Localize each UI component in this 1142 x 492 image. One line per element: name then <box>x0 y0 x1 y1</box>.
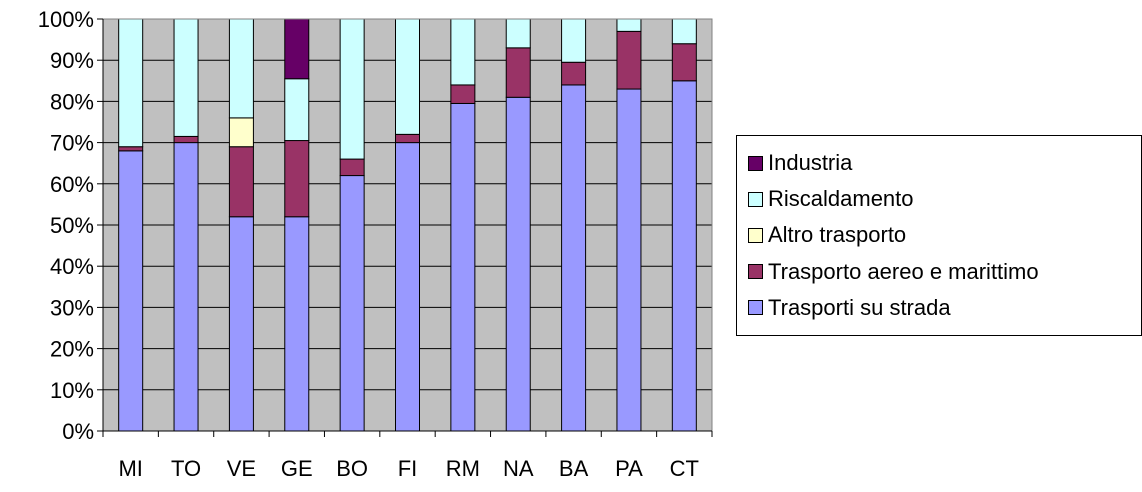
legend-label: Altro trasporto <box>768 222 907 248</box>
bar-segment <box>173 142 199 432</box>
plot-area <box>102 18 713 432</box>
bar-segment <box>616 18 642 32</box>
bar-segment <box>173 18 199 137</box>
chart-legend: Industria Riscaldamento Altro trasporto Tra… <box>736 135 1142 336</box>
x-tick-label: CT <box>670 456 699 481</box>
bar-segment <box>284 18 310 80</box>
bar-segment <box>395 18 420 135</box>
x-tick-label: MI <box>118 456 142 481</box>
x-tick-label: NA <box>503 456 534 481</box>
x-tick-label: GE <box>281 456 313 481</box>
x-tick-label: TO <box>171 456 201 481</box>
legend-item: Riscaldamento <box>737 181 1141 217</box>
legend-label: Trasporto aereo e marittimo <box>768 258 1039 284</box>
legend-swatch <box>748 191 763 207</box>
legend-item: Altro trasporto <box>737 217 1141 253</box>
legend-label: Industria <box>768 150 853 176</box>
bar-segment <box>173 135 199 144</box>
bar-segment <box>450 18 476 86</box>
y-tick-label: 40% <box>50 254 94 279</box>
bar-segment <box>561 61 587 86</box>
bar-segment <box>284 140 310 218</box>
bar-segment <box>284 216 310 432</box>
x-tick-label: BA <box>559 456 589 481</box>
bar-segment <box>228 146 254 218</box>
bar-segment <box>118 150 144 432</box>
legend-label: Trasporti su strada <box>768 294 951 320</box>
bar-segment <box>505 18 531 49</box>
bar-segment <box>450 102 476 432</box>
y-tick-label: 10% <box>50 378 94 403</box>
y-tick-label: 60% <box>50 172 94 197</box>
x-tick-label: PA <box>615 456 643 481</box>
bar-segment <box>118 18 144 148</box>
bar-segment <box>395 133 420 144</box>
legend-item: Trasporto aereo e marittimo <box>737 254 1141 290</box>
legend-swatch <box>748 300 763 316</box>
y-tick-label: 50% <box>50 213 94 238</box>
y-tick-label: 20% <box>50 337 94 362</box>
x-axis-tick-labels: MI TO VE GE BO FI RM NA BA PA CT <box>102 431 713 481</box>
x-tick-label: FI <box>398 456 418 481</box>
bar-segment <box>671 43 697 82</box>
bar-segment <box>228 117 254 148</box>
bar-segment <box>228 216 254 432</box>
bar-segment <box>616 30 642 90</box>
y-axis-tick-labels: 0% 10% 20% 30% 40% 50% 60% 70% 80% 90% 100% <box>38 7 103 444</box>
bar-segment <box>339 158 365 177</box>
x-tick-label: VE <box>227 456 256 481</box>
bar-segment <box>671 18 697 45</box>
y-tick-label: 80% <box>50 89 94 114</box>
legend-label: Riscaldamento <box>768 186 914 212</box>
legend-swatch <box>748 264 763 280</box>
x-tick-label: RM <box>446 456 480 481</box>
bar-segment <box>505 47 531 98</box>
bar-segment <box>616 88 642 432</box>
y-tick-label: 0% <box>62 419 94 444</box>
y-tick-label: 90% <box>50 48 94 73</box>
x-tick-label: BO <box>336 456 368 481</box>
bar-segment <box>118 146 144 152</box>
y-tick-label: 100% <box>38 7 94 32</box>
y-tick-label: 30% <box>50 295 94 320</box>
bar-segment <box>671 80 697 432</box>
bar-segment <box>395 142 420 432</box>
legend-swatch <box>748 227 763 243</box>
bar-segment <box>228 18 254 119</box>
legend-item: Industria <box>737 145 1141 181</box>
bar-segment <box>450 84 476 104</box>
bar-segment <box>505 96 531 432</box>
bar-segment <box>284 78 310 142</box>
legend-swatch <box>748 155 763 171</box>
y-tick-label: 70% <box>50 131 94 156</box>
bar-segment <box>339 18 365 160</box>
legend-item: Trasporti su strada <box>737 290 1141 326</box>
bar-segment <box>339 175 365 432</box>
bar-segment <box>561 18 587 63</box>
bar-segment <box>561 84 587 432</box>
